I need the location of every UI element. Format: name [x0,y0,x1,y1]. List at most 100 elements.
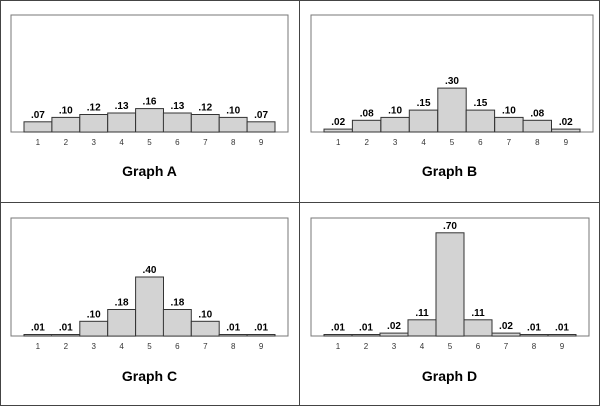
data-label: .08 [530,108,544,119]
data-label: .10 [59,105,73,116]
chart-title: Graph A [122,163,177,179]
bar-3 [380,116,410,133]
panel-graph-c: .01 1 .01 2 .10 3 .18 4 .40 5 .18 6 .10 7 .01 8 .01 9 Gra… [0,203,299,405]
data-label: .01 [254,323,268,334]
data-label: .15 [417,98,431,109]
bar-9 [551,128,581,133]
data-label: .01 [359,323,373,334]
x-tick-label: 5 [147,342,152,351]
bar-7 [190,114,220,133]
x-tick-label: 8 [231,342,236,351]
bar-2 [51,116,81,133]
x-tick-label: 9 [259,138,264,147]
data-label: .01 [331,323,345,334]
data-label: .07 [254,110,268,121]
x-tick-label: 3 [91,342,96,351]
bar-8 [522,119,553,133]
data-label: .16 [143,97,157,108]
data-label: .07 [31,110,45,121]
x-tick-label: 2 [364,138,369,147]
data-label: .02 [559,117,573,128]
data-label: .11 [415,308,429,319]
bar-9 [246,121,276,133]
data-label: .01 [59,323,73,334]
x-tick-label: 5 [147,138,152,147]
x-tick-label: 6 [175,342,180,351]
bar-5 [437,87,467,133]
bar-3 [79,320,109,337]
data-label: .13 [170,101,184,112]
x-tick-label: 4 [420,342,425,351]
data-label: .08 [360,108,374,119]
bar-6 [162,112,192,133]
x-tick-label: 9 [560,342,565,351]
x-tick-label: 6 [175,138,180,147]
data-label: .12 [198,103,212,114]
bar-3 [379,332,409,337]
bar-5 [135,276,165,337]
bar-5 [435,232,465,337]
bar-4 [107,309,137,337]
x-tick-label: 7 [507,138,512,147]
x-tick-label: 3 [91,138,96,147]
data-label: .01 [31,323,45,334]
data-label: .10 [502,105,516,116]
chart-title: Graph B [421,163,478,179]
x-tick-label: 6 [476,342,481,351]
bar-4 [408,109,439,133]
bar-8 [218,334,248,337]
bar-1 [323,334,353,337]
x-tick-label: 8 [532,342,537,351]
chart-graph-d: .01 1 .01 2 .02 3 .11 4 .70 5 .11 6 .02 7 .01 8 .01 9 [310,217,590,351]
bar-1 [23,121,53,133]
bar-2 [351,334,381,337]
x-tick-label: 1 [336,342,341,351]
data-label: .02 [331,117,345,128]
x-tick-label: 4 [421,138,426,147]
data-label: .02 [387,321,401,332]
x-tick-label: 5 [450,138,455,147]
bar-1 [323,128,353,133]
data-label: .12 [87,103,101,114]
bar-9 [246,334,276,337]
data-label: .10 [388,105,402,116]
data-label: .02 [499,321,513,332]
x-tick-label: 2 [64,138,69,147]
x-tick-label: 7 [203,342,208,351]
bar-7 [491,332,521,337]
panel-graph-b: .02 1 .08 2 .10 3 .15 4 .30 5 .15 6 .10 7 .08 8 .02 9 Gra… [300,0,599,202]
bar-5 [135,108,165,133]
vertical-divider [299,0,300,406]
x-tick-label: 6 [478,138,483,147]
chart-title: Graph D [421,368,478,384]
data-label: .13 [115,101,129,112]
chart-graph-b: .02 1 .08 2 .10 3 .15 4 .30 5 .15 6 .10 7 .08 8 .02 9 [310,14,594,147]
x-tick-label: 2 [364,342,369,351]
data-label: .40 [143,265,157,276]
x-tick-label: 8 [231,138,236,147]
bar-6 [463,319,493,337]
bar-2 [51,334,81,337]
x-tick-label: 4 [119,342,124,351]
data-label: .01 [555,323,569,334]
x-tick-label: 1 [36,138,41,147]
x-tick-label: 1 [336,138,341,147]
chart-graph-a: .07 1 .10 2 .12 3 .13 4 .16 5 .13 6 .12 7 .10 8 .07 9 [10,14,289,147]
x-tick-label: 1 [36,342,41,351]
bar-3 [79,114,109,133]
x-tick-label: 7 [504,342,509,351]
x-tick-label: 9 [564,138,569,147]
bar-8 [218,116,248,133]
x-tick-label: 4 [119,138,124,147]
x-tick-label: 9 [259,342,264,351]
horizontal-divider [0,202,600,203]
panel-graph-d: .01 1 .01 2 .02 3 .11 4 .70 5 .11 6 .02 7 .01 8 .01 9 Gra… [300,203,599,405]
data-label: .30 [445,76,459,87]
data-label: .10 [87,309,101,320]
chart-graph-c: .01 1 .01 2 .10 3 .18 4 .40 5 .18 6 .10 7 .01 8 .01 9 [10,217,289,351]
data-label: .01 [226,323,240,334]
data-label: .10 [226,105,240,116]
data-label: .11 [471,308,485,319]
x-tick-label: 5 [448,342,453,351]
